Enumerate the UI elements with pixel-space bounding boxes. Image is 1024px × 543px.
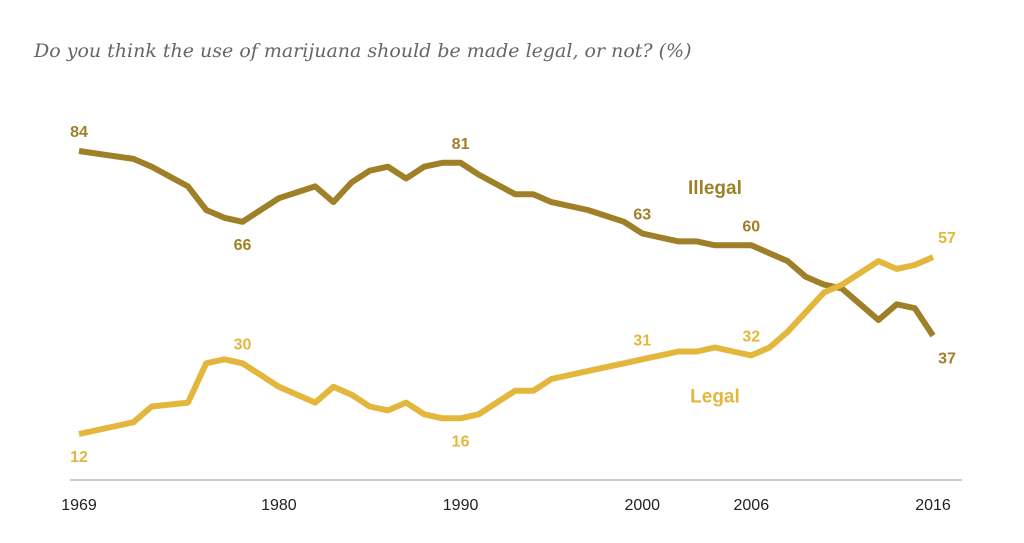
illegal-data-label-2000: 63 — [633, 207, 651, 224]
illegal-data-label-1969: 84 — [70, 124, 88, 141]
legal-data-label-2006: 32 — [742, 328, 760, 345]
illegal-data-label-1978: 66 — [234, 237, 252, 254]
x-tick-label-2000: 2000 — [624, 497, 660, 514]
series-lines — [78, 148, 936, 437]
legal-series-line — [78, 254, 935, 437]
x-tick-label-1969: 1969 — [61, 497, 97, 514]
legal-data-label-2000: 31 — [633, 332, 651, 349]
legal-series-label: Legal — [690, 387, 740, 408]
illegal-data-label-2006: 60 — [742, 218, 760, 235]
legal-data-label-1969: 12 — [70, 449, 88, 466]
legal-data-label-1978: 30 — [234, 336, 252, 353]
x-axis-ticks: 1969 1980 1990 2000 2006 2016 — [61, 497, 951, 514]
legal-data-label-1990: 16 — [452, 433, 470, 450]
illegal-data-label-2016: 37 — [938, 351, 956, 368]
x-tick-label-1990: 1990 — [443, 497, 479, 514]
chart-title: Do you think the use of marijuana should… — [34, 40, 692, 62]
legal-data-label-2016: 57 — [938, 230, 956, 247]
illegal-series-label: Illegal — [688, 178, 742, 199]
x-tick-label-1980: 1980 — [261, 497, 297, 514]
illegal-series-line — [78, 148, 936, 338]
illegal-data-label-1990: 81 — [452, 136, 470, 153]
x-tick-label-2016: 2016 — [915, 497, 951, 514]
x-tick-label-2006: 2006 — [734, 497, 770, 514]
data-labels: 84 66 81 63 60 37 12 30 16 31 32 57 Illegal Legal — [70, 124, 956, 466]
